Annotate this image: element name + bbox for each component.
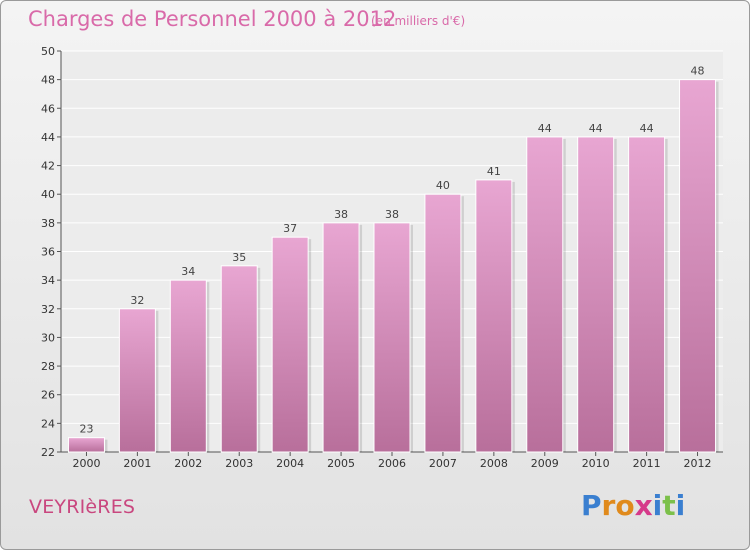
bar [220, 265, 258, 453]
y-tick-label: 32 [41, 303, 55, 316]
bar [475, 179, 513, 453]
bar [67, 437, 105, 453]
bar-value-label: 38 [334, 208, 348, 221]
bar-value-label: 44 [538, 122, 552, 135]
x-tick-label: 2011 [633, 457, 661, 470]
bar [322, 222, 360, 453]
x-tick-label: 2010 [582, 457, 610, 470]
bar-value-label: 44 [640, 122, 654, 135]
bar [271, 236, 309, 453]
bar [679, 79, 717, 453]
bar [628, 136, 666, 453]
bar-value-label: 23 [79, 423, 93, 436]
logo-letter: x [634, 489, 653, 522]
chart-subtitle: (en milliers d'€) [371, 14, 466, 28]
x-tick-label: 2012 [684, 457, 712, 470]
x-tick-label: 2004 [276, 457, 304, 470]
bar [169, 279, 207, 453]
y-tick-label: 22 [41, 446, 55, 459]
y-tick-label: 44 [41, 131, 55, 144]
y-tick-label: 24 [41, 417, 55, 430]
y-tick-label: 48 [41, 74, 55, 87]
x-tick-label: 2006 [378, 457, 406, 470]
x-tick-label: 2003 [225, 457, 253, 470]
proxiti-logo: Proxiti [581, 489, 685, 522]
x-tick-label: 2002 [174, 457, 202, 470]
bar-value-label: 41 [487, 165, 501, 178]
y-tick-label: 36 [41, 246, 55, 259]
y-tick-label: 50 [41, 45, 55, 58]
x-tick-label: 2008 [480, 457, 508, 470]
x-tick-label: 2009 [531, 457, 559, 470]
logo-letter: i [675, 489, 686, 522]
logo-letter: P [581, 489, 602, 522]
bar [118, 308, 156, 453]
bar-value-label: 34 [181, 265, 195, 278]
x-tick-label: 2000 [72, 457, 100, 470]
bar [577, 136, 615, 453]
y-tick-label: 34 [41, 274, 55, 287]
bar [424, 193, 462, 453]
y-tick-label: 28 [41, 360, 55, 373]
bar-value-label: 44 [589, 122, 603, 135]
logo-letter: o [615, 489, 635, 522]
chart-title: Charges de Personnel 2000 à 2012 [28, 7, 397, 31]
y-tick-label: 38 [41, 217, 55, 230]
y-tick-label: 46 [41, 102, 55, 115]
town-name: VEYRIèRES [29, 496, 136, 518]
x-tick-label: 2007 [429, 457, 457, 470]
bar-value-label: 48 [691, 65, 705, 78]
bar-value-label: 32 [130, 294, 144, 307]
bar-value-label: 37 [283, 222, 297, 235]
logo-letter: i [652, 489, 663, 522]
y-tick-label: 40 [41, 188, 55, 201]
bar-value-label: 40 [436, 179, 450, 192]
y-tick-label: 26 [41, 389, 55, 402]
bar-value-label: 35 [232, 251, 246, 264]
x-tick-label: 2001 [123, 457, 151, 470]
logo-letter: t [662, 489, 676, 522]
y-tick-label: 42 [41, 160, 55, 173]
bar-value-label: 38 [385, 208, 399, 221]
bar [526, 136, 564, 453]
logo-letter: r [601, 489, 616, 522]
x-tick-label: 2005 [327, 457, 355, 470]
y-tick-label: 30 [41, 331, 55, 344]
bar [373, 222, 411, 453]
